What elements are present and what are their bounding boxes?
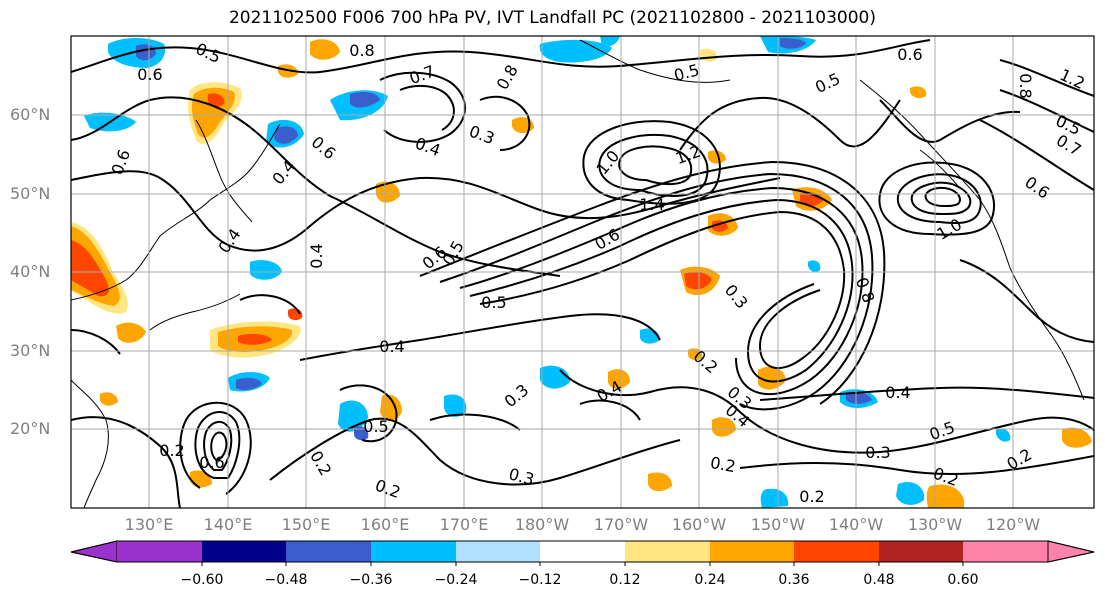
colorbar — [70, 540, 1095, 566]
colorbar-segment — [286, 541, 371, 562]
contour-label: 0.3 — [865, 443, 890, 462]
colorbar-under-arrow — [70, 540, 118, 563]
lon-label: 120°W — [985, 515, 1041, 534]
lon-label: 180°W — [514, 515, 570, 534]
colorbar-segment — [117, 541, 202, 562]
contour-label: 0.6 — [137, 65, 162, 84]
contour-label: 0.4 — [885, 383, 910, 402]
colorbar-segment — [879, 541, 963, 562]
lon-label: 150°E — [281, 515, 331, 534]
colorbar-tick-label: −0.12 — [518, 572, 562, 588]
colorbar-tick-label: 0.12 — [609, 572, 641, 588]
colorbar-segment — [371, 541, 456, 562]
colorbar-segment — [625, 541, 710, 562]
lat-label: 40°N — [10, 262, 51, 281]
lon-label: 140°E — [203, 515, 253, 534]
colorbar-over-arrow — [1047, 540, 1095, 563]
colorbar-tick-label: −0.48 — [264, 572, 308, 588]
lon-label: 130°W — [907, 515, 963, 534]
contour-label: 0.8 — [349, 41, 374, 60]
lon-label: 170°W — [593, 515, 649, 534]
map-title: 2021102500 F006 700 hPa PV, IVT Landfall… — [228, 8, 876, 28]
lon-label: 160°W — [671, 515, 727, 534]
contour-label: 0.4 — [307, 243, 326, 268]
lon-label: 130°E — [124, 515, 174, 534]
colorbar-tick-label: 0.36 — [778, 572, 810, 588]
colorbar-segment — [794, 541, 879, 562]
contour-label: 0.2 — [709, 453, 737, 476]
colorbar-tick-label: −0.60 — [180, 572, 224, 588]
contour-label: 0.5 — [363, 417, 388, 436]
colorbar-segment — [540, 541, 625, 562]
contour-label: 0.2 — [799, 487, 824, 506]
lat-label: 30°N — [10, 341, 51, 360]
lat-label: 60°N — [10, 105, 51, 124]
contour-label: 0.6 — [199, 453, 224, 472]
colorbar-tick-label: 0.24 — [694, 572, 726, 588]
coastlines — [71, 39, 1085, 508]
colorbar-tick-label: −0.36 — [349, 572, 393, 588]
colorbar-segment — [456, 541, 540, 562]
map-frame — [70, 35, 1095, 509]
colorbar-segment — [202, 541, 286, 562]
lon-label: 170°E — [439, 515, 489, 534]
graticule — [71, 36, 1094, 508]
colorbar-tick-label: −0.24 — [434, 572, 478, 588]
contour-label: 0.8 — [1016, 73, 1035, 98]
contour-label: 0.4 — [379, 337, 404, 356]
contour-label: 0.6 — [897, 45, 922, 64]
lat-label: 50°N — [10, 184, 51, 203]
lat-label: 20°N — [10, 419, 51, 438]
colorbar-tick-label: 0.48 — [863, 572, 895, 588]
contour-label: 1.4 — [639, 195, 664, 214]
lon-label: 140°W — [828, 515, 884, 534]
contour-label: 0.5 — [481, 293, 506, 312]
colorbar-segment — [963, 541, 1048, 562]
contour-label: 0.2 — [159, 441, 184, 460]
colorbar-tick-label: 0.60 — [947, 572, 979, 588]
colorbar-segment — [710, 541, 794, 562]
lon-label: 150°W — [750, 515, 806, 534]
lon-label: 160°E — [360, 515, 410, 534]
map-panel: 0.8 0.5 0.6 0.7 0.8 0.5 0.6 0.8 1.2 0.5 … — [71, 36, 1094, 508]
